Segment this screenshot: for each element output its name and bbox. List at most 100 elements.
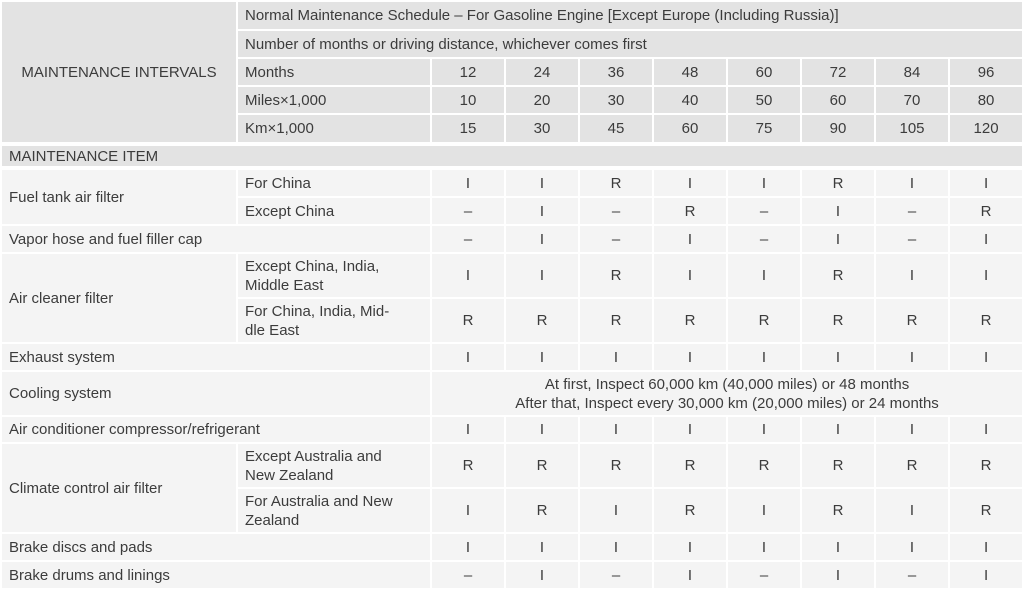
schedule-value-cell: – — [580, 226, 652, 252]
schedule-value-cell: R — [802, 444, 874, 487]
schedule-value-cell: I — [876, 489, 948, 532]
schedule-value-cell: R — [654, 444, 726, 487]
schedule-value-cell: R — [876, 299, 948, 342]
interval-value: 120 — [950, 115, 1023, 142]
interval-row-label-months: Months — [238, 59, 430, 85]
item-name-cell: Fuel tank air filter — [2, 170, 236, 224]
schedule-value-cell: I — [802, 417, 874, 442]
maintenance-intervals-header: MAINTENANCE INTERVALS — [2, 2, 236, 142]
variant-label-cell: For China, India, Mid- dle East — [238, 299, 430, 342]
cooling-system-note: At first, Inspect 60,000 km (40,000 mile… — [432, 372, 1023, 415]
schedule-value-cell: R — [580, 299, 652, 342]
schedule-value-cell: – — [876, 226, 948, 252]
schedule-value-cell: I — [728, 254, 800, 297]
variant-label-cell: For China — [238, 170, 430, 196]
variant-label-cell: Except Australia and New Zealand — [238, 444, 430, 487]
schedule-value-cell: – — [876, 198, 948, 224]
schedule-value-cell: I — [654, 417, 726, 442]
schedule-value-cell: I — [728, 489, 800, 532]
schedule-value-cell: I — [802, 562, 874, 588]
schedule-value-cell: I — [432, 254, 504, 297]
schedule-value-cell: I — [728, 344, 800, 370]
schedule-value-cell: I — [802, 344, 874, 370]
interval-value: 90 — [802, 115, 874, 142]
schedule-value-cell: I — [802, 534, 874, 560]
interval-row-label-km: Km×1,000 — [238, 115, 430, 142]
schedule-value-cell: R — [506, 444, 578, 487]
schedule-value-cell: R — [728, 444, 800, 487]
interval-value: 15 — [432, 115, 504, 142]
schedule-value-cell: I — [432, 489, 504, 532]
interval-value: 50 — [728, 87, 800, 113]
interval-value: 24 — [506, 59, 578, 85]
schedule-value-cell: I — [432, 534, 504, 560]
schedule-value-cell: I — [580, 489, 652, 532]
item-name-cell: Vapor hose and fuel filler cap — [2, 226, 430, 252]
interval-value: 36 — [580, 59, 652, 85]
schedule-value-cell: R — [950, 489, 1023, 532]
interval-value: 96 — [950, 59, 1023, 85]
schedule-value-cell: I — [506, 170, 578, 196]
schedule-value-cell: I — [950, 417, 1023, 442]
interval-value: 60 — [728, 59, 800, 85]
schedule-value-cell: I — [654, 226, 726, 252]
interval-value: 60 — [654, 115, 726, 142]
schedule-value-cell: I — [506, 344, 578, 370]
table-title: Normal Maintenance Schedule – For Gasoli… — [238, 2, 1023, 29]
interval-value: 40 — [654, 87, 726, 113]
schedule-value-cell: I — [950, 534, 1023, 560]
schedule-value-cell: – — [728, 198, 800, 224]
schedule-value-cell: R — [802, 299, 874, 342]
item-name-cell: Brake discs and pads — [2, 534, 430, 560]
schedule-value-cell: R — [654, 198, 726, 224]
item-name-cell: Brake drums and linings — [2, 562, 430, 588]
schedule-value-cell: I — [876, 254, 948, 297]
schedule-value-cell: R — [580, 254, 652, 297]
schedule-value-cell: – — [432, 562, 504, 588]
schedule-value-cell: R — [950, 444, 1023, 487]
schedule-value-cell: I — [876, 417, 948, 442]
schedule-value-cell: I — [950, 170, 1023, 196]
schedule-value-cell: R — [580, 170, 652, 196]
interval-value: 10 — [432, 87, 504, 113]
schedule-value-cell: – — [432, 198, 504, 224]
schedule-value-cell: I — [506, 534, 578, 560]
schedule-value-cell: I — [580, 417, 652, 442]
table-subtitle: Number of months or driving distance, wh… — [238, 31, 1023, 57]
maintenance-item-section-header: MAINTENANCE ITEM — [2, 144, 1023, 168]
schedule-value-cell: R — [506, 299, 578, 342]
schedule-value-cell: I — [506, 417, 578, 442]
interval-value: 20 — [506, 87, 578, 113]
schedule-value-cell: R — [728, 299, 800, 342]
schedule-value-cell: I — [950, 254, 1023, 297]
schedule-value-cell: I — [876, 534, 948, 560]
schedule-value-cell: I — [506, 226, 578, 252]
schedule-value-cell: I — [654, 562, 726, 588]
schedule-value-cell: I — [432, 344, 504, 370]
schedule-value-cell: – — [580, 198, 652, 224]
schedule-value-cell: R — [432, 444, 504, 487]
schedule-value-cell: I — [876, 344, 948, 370]
schedule-value-cell: R — [802, 489, 874, 532]
interval-value: 30 — [506, 115, 578, 142]
interval-value: 30 — [580, 87, 652, 113]
schedule-value-cell: I — [654, 534, 726, 560]
schedule-value-cell: R — [580, 444, 652, 487]
schedule-value-cell: – — [432, 226, 504, 252]
schedule-value-cell: I — [728, 534, 800, 560]
schedule-value-cell: I — [876, 170, 948, 196]
schedule-value-cell: I — [802, 226, 874, 252]
schedule-value-cell: I — [950, 344, 1023, 370]
schedule-value-cell: R — [654, 489, 726, 532]
schedule-value-cell: I — [432, 417, 504, 442]
schedule-value-cell: I — [654, 170, 726, 196]
interval-value: 80 — [950, 87, 1023, 113]
variant-label-cell: Except China, India, Middle East — [238, 254, 430, 297]
interval-value: 75 — [728, 115, 800, 142]
schedule-value-cell: R — [802, 254, 874, 297]
schedule-value-cell: R — [506, 489, 578, 532]
interval-value: 12 — [432, 59, 504, 85]
schedule-value-cell: I — [506, 562, 578, 588]
schedule-value-cell: I — [802, 198, 874, 224]
